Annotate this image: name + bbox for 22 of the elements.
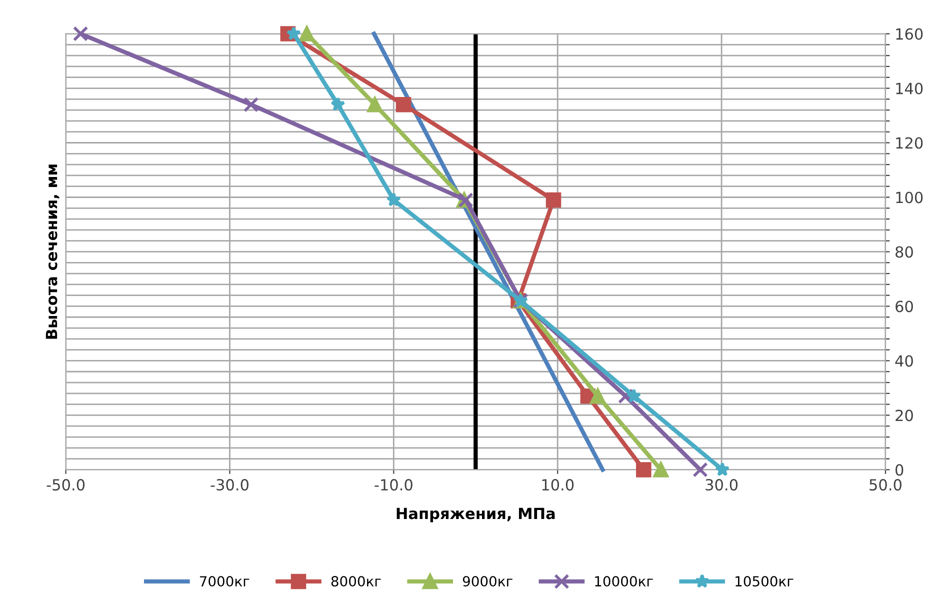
y-axis-title: Высота сечения, мм xyxy=(46,164,60,339)
y-tick-label: 100 xyxy=(896,192,923,204)
legend-label: 10000кг xyxy=(595,576,653,587)
x-tick-label: -10.0 xyxy=(374,479,412,491)
y-tick-label: 20 xyxy=(896,410,913,422)
legend-label: 8000кг xyxy=(331,576,381,587)
y-tick-label: 40 xyxy=(895,355,913,367)
y-tick-label: 140 xyxy=(896,82,923,94)
y-tick-label: 160 xyxy=(896,28,923,40)
x-tick-label: 50.0 xyxy=(870,479,902,491)
legend-label: 10500кг xyxy=(736,576,794,587)
y-tick-label: 0 xyxy=(896,464,904,476)
y-tick-label: 60 xyxy=(896,300,913,312)
legend-label: 9000кг xyxy=(462,576,512,587)
legend-label: 7000кг xyxy=(200,576,250,587)
y-tick-label: 80 xyxy=(896,246,913,258)
y-tick-label: 120 xyxy=(896,137,923,149)
x-axis-title: Напряжения, МПа xyxy=(396,508,555,522)
x-tick-label: -50.0 xyxy=(46,479,85,491)
x-tick-label: -30.0 xyxy=(210,479,248,491)
x-tick-label: 10.0 xyxy=(542,479,574,491)
x-tick-label: 30.0 xyxy=(706,479,738,491)
